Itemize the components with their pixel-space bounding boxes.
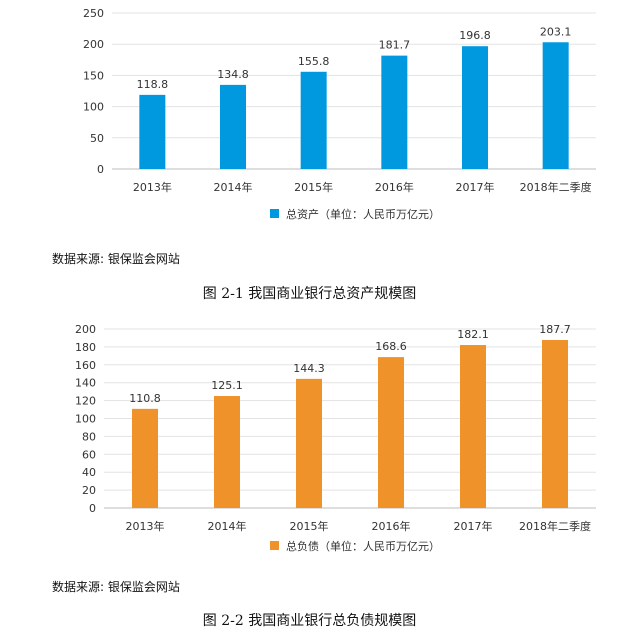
- total-liabilities-chart: 0 20 40 60 80 100 120 140 160 180 200 110.8 2013年 125…: [0, 318, 619, 563]
- x-tick-label: 2013年: [126, 519, 165, 533]
- x-tick-label: 2013年: [133, 180, 172, 194]
- bar: [214, 396, 240, 508]
- x-tick-label: 2017年: [454, 519, 493, 533]
- figure-caption: 图 2-1 我国商业银行总资产规模图: [202, 286, 417, 302]
- data-label: 187.7: [539, 323, 571, 336]
- x-tick-label: 2015年: [290, 519, 329, 533]
- data-label: 181.7: [379, 39, 411, 52]
- bar: [300, 71, 327, 169]
- y-tick-label: 120: [75, 395, 96, 408]
- y-tick-label: 180: [75, 341, 96, 354]
- figure-caption: 图 2-2 我国商业银行总负债规模图: [202, 613, 417, 629]
- bar: [378, 357, 404, 508]
- data-source-note: 数据来源: 银保监会网站: [52, 252, 180, 266]
- x-tick-label: 2017年: [456, 180, 495, 194]
- data-label: 168.6: [375, 340, 407, 353]
- bar: [296, 378, 322, 508]
- data-label: 125.1: [211, 379, 243, 392]
- y-tick-label: 140: [75, 377, 96, 390]
- y-tick-label: 60: [82, 448, 96, 461]
- y-tick-label: 250: [83, 7, 104, 20]
- data-label: 155.8: [298, 55, 330, 68]
- data-label: 134.8: [217, 68, 249, 81]
- y-tick-label: 150: [83, 69, 104, 82]
- y-tick-label: 40: [82, 466, 96, 479]
- legend-swatch: [270, 541, 279, 550]
- x-tick-label: 2014年: [214, 180, 253, 194]
- y-tick-label: 0: [97, 163, 104, 176]
- total-assets-chart-svg: 0 50 100 150 200 250 118.8 2013年 134.8 2014年 155.8…: [83, 7, 596, 221]
- y-tick-label: 200: [83, 38, 104, 51]
- bar: [220, 84, 246, 169]
- legend-label: 总资产（单位：人民币万亿元）: [286, 207, 440, 221]
- data-label: 118.8: [137, 78, 169, 91]
- bar: [139, 94, 166, 169]
- x-tick-label: 2015年: [294, 180, 333, 194]
- x-tick-label: 2016年: [375, 180, 414, 194]
- bar: [460, 345, 486, 508]
- x-tick-label: 2018年二季度: [520, 180, 592, 194]
- total-liabilities-chart-svg: 0 20 40 60 80 100 120 140 160 180 200 110.8 2013年 125…: [75, 323, 596, 553]
- y-tick-label: 200: [75, 323, 96, 336]
- legend: 总资产（单位：人民币万亿元）: [270, 207, 440, 221]
- data-label: 182.1: [457, 328, 489, 341]
- data-label: 110.8: [129, 392, 161, 405]
- y-tick-label: 0: [89, 502, 96, 515]
- bar: [381, 55, 408, 169]
- y-tick-label: 100: [83, 101, 104, 114]
- data-label: 196.8: [459, 29, 491, 42]
- y-tick-label: 20: [82, 484, 96, 497]
- y-tick-label: 100: [75, 413, 96, 426]
- legend-swatch: [270, 209, 279, 218]
- x-tick-label: 2018年二季度: [519, 519, 591, 533]
- y-tick-label: 50: [90, 132, 104, 145]
- data-label: 144.3: [293, 362, 325, 375]
- data-label: 203.1: [540, 25, 572, 38]
- data-source-note: 数据来源: 银保监会网站: [52, 580, 180, 594]
- legend: 总负债（单位：人民币万亿元）: [270, 539, 440, 553]
- total-assets-chart: 0 50 100 150 200 250 118.8 2013年 134.8 2014年 155.8…: [0, 0, 619, 230]
- y-tick-label: 160: [75, 359, 96, 372]
- y-tick-label: 80: [82, 430, 96, 443]
- bar: [542, 340, 568, 508]
- legend-label: 总负债（单位：人民币万亿元）: [286, 539, 440, 553]
- x-tick-label: 2014年: [208, 519, 247, 533]
- x-tick-label: 2016年: [372, 519, 411, 533]
- bar: [542, 42, 569, 170]
- bar: [462, 46, 488, 169]
- bar: [132, 408, 158, 508]
